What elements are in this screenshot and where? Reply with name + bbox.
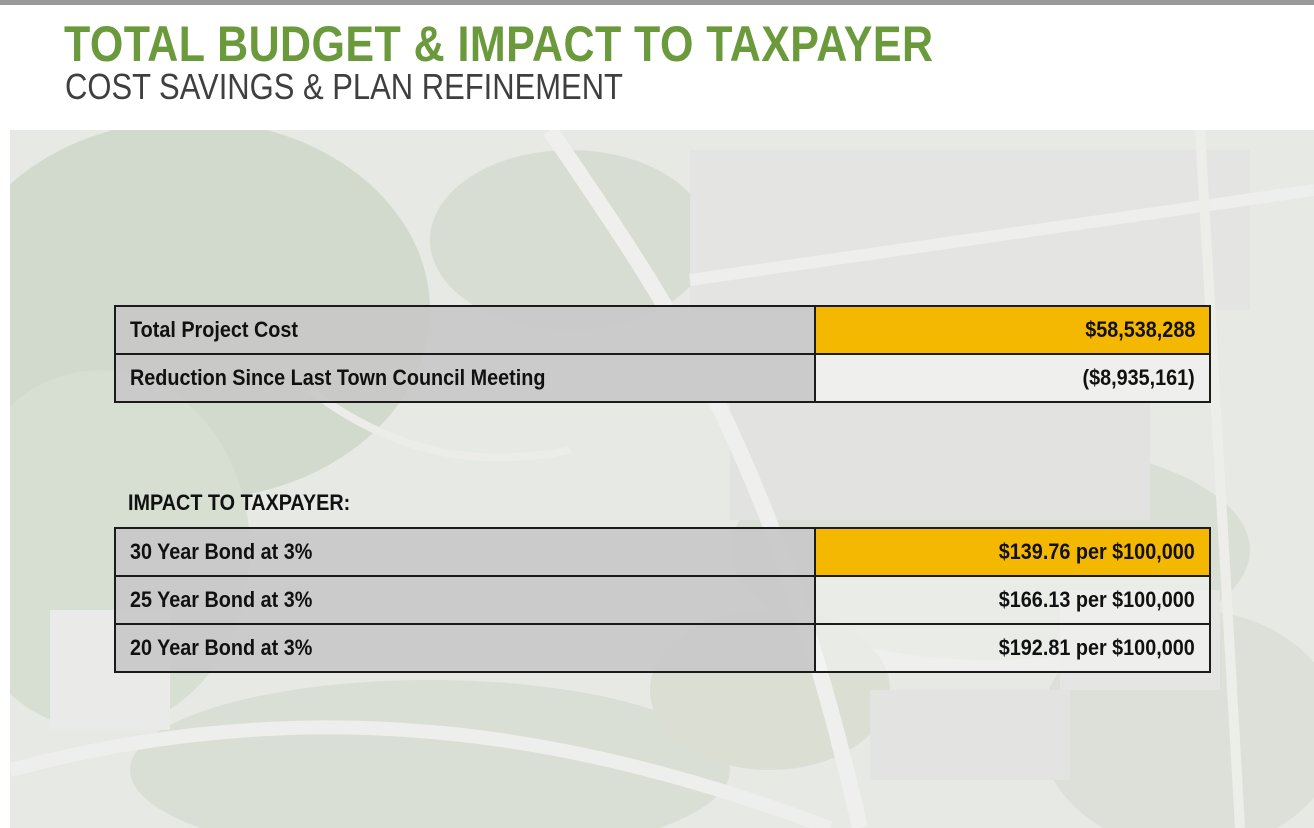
aerial-map-background — [10, 130, 1314, 828]
row-value-text: ($8,935,161) — [1082, 365, 1195, 390]
row-value-text: $58,538,288 — [1084, 317, 1195, 342]
budget-table: Total Project Cost $58,538,288 Reduction… — [114, 305, 1211, 403]
top-rule — [0, 0, 1314, 5]
row-label-text: Reduction Since Last Town Council Meetin… — [130, 365, 546, 390]
row-value-text: $192.81 per $100,000 — [999, 635, 1195, 660]
impact-heading: IMPACT TO TAXPAYER: — [128, 490, 351, 515]
row-value-highlighted: $58,538,288 — [814, 305, 1211, 355]
row-label: 20 Year Bond at 3% — [114, 623, 816, 673]
impact-table: 30 Year Bond at 3% $139.76 per $100,000 … — [114, 527, 1211, 673]
row-value: ($8,935,161) — [814, 353, 1211, 403]
row-value-text: $166.13 per $100,000 — [999, 587, 1195, 612]
row-label: Reduction Since Last Town Council Meetin… — [114, 353, 816, 403]
table-row: 25 Year Bond at 3% $166.13 per $100,000 — [114, 575, 1211, 625]
row-label-text: 20 Year Bond at 3% — [130, 635, 313, 660]
table-row: 30 Year Bond at 3% $139.76 per $100,000 — [114, 527, 1211, 577]
row-value-highlighted: $139.76 per $100,000 — [814, 527, 1211, 577]
table-row: Reduction Since Last Town Council Meetin… — [114, 353, 1211, 403]
page-title: TOTAL BUDGET & IMPACT TO TAXPAYER — [64, 16, 934, 72]
row-label: 30 Year Bond at 3% — [114, 527, 816, 577]
page-subtitle: COST SAVINGS & PLAN REFINEMENT — [65, 66, 623, 107]
row-value-text: $139.76 per $100,000 — [999, 539, 1195, 564]
row-value: $192.81 per $100,000 — [814, 623, 1211, 673]
row-label-text: 30 Year Bond at 3% — [130, 539, 313, 564]
row-label-text: 25 Year Bond at 3% — [130, 587, 313, 612]
row-label: Total Project Cost — [114, 305, 816, 355]
table-row: Total Project Cost $58,538,288 — [114, 305, 1211, 355]
row-label: 25 Year Bond at 3% — [114, 575, 816, 625]
row-value: $166.13 per $100,000 — [814, 575, 1211, 625]
row-label-text: Total Project Cost — [130, 317, 298, 342]
table-row: 20 Year Bond at 3% $192.81 per $100,000 — [114, 623, 1211, 673]
